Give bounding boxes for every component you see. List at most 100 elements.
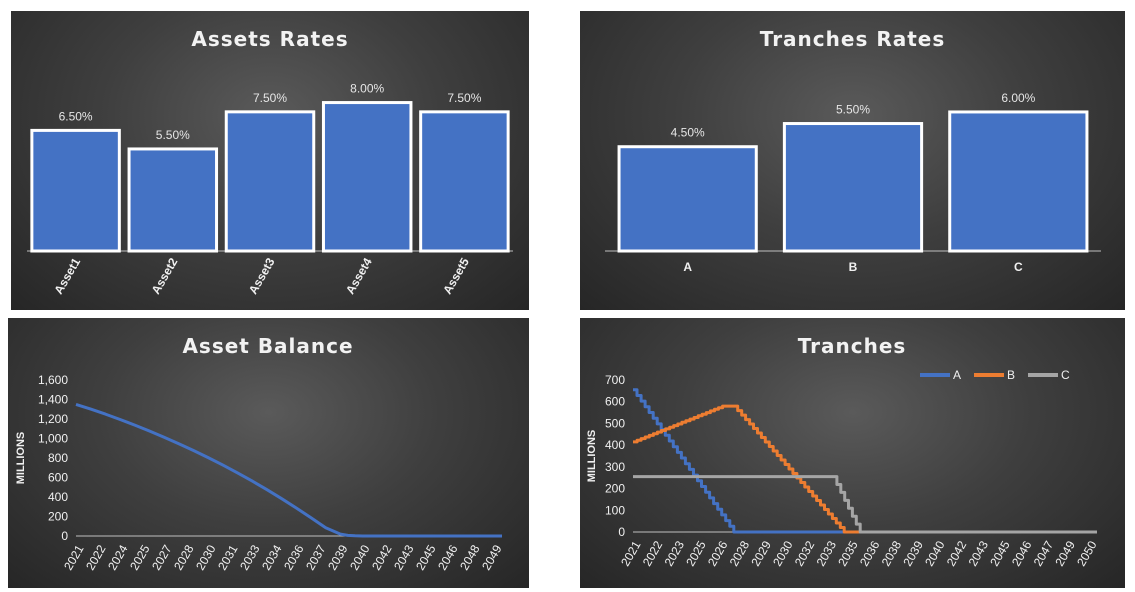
x-tick-label: 2042 [944,538,970,568]
series-line-c [633,475,1097,534]
x-tick-label: 2030 [193,542,219,572]
x-tick-label: 2023 [662,538,688,568]
y-tick-label: 400 [605,438,625,452]
x-tick-label: 2025 [127,542,153,572]
category-label-a: A [683,260,692,274]
y-tick-label: 1,400 [38,393,68,407]
y-tick-label: 100 [605,503,625,517]
bar-asset5 [419,110,510,253]
x-tick-label: 2031 [215,542,241,572]
y-tick-label: 200 [605,482,625,496]
y-tick-label: 1,200 [38,412,68,426]
assets-rates-panel: Assets Rates 6.50% Asset1 5.50% Asset2 7.50% A… [11,11,529,310]
x-tick-label: 2024 [105,542,131,572]
x-tick-label: 2045 [987,538,1013,568]
x-tick-label: 2029 [748,538,774,568]
category-label-b: B [849,260,858,274]
x-tick-label: 2021 [618,538,644,568]
category-label-asset5: Asset5 [440,255,472,296]
y-tick-label: 200 [48,510,68,524]
data-label-b: 5.50% [836,103,870,117]
x-tick-label: 2049 [479,542,505,572]
series-line [75,402,502,538]
x-tick-label: 2039 [325,542,351,572]
series-line-b [633,404,1097,534]
x-tick-label: 2034 [259,542,285,572]
x-tick-label: 2039 [900,538,926,568]
y-axis-title: MILLIONS [586,430,598,483]
x-tick-label: 2042 [369,542,395,572]
chart-title: Tranches Rates [760,27,946,51]
category-label-asset1: Asset1 [51,255,83,296]
y-tick-label: 700 [605,373,625,387]
y-axis-title: MILLIONS [15,432,27,485]
x-tick-label: 2021 [61,542,87,572]
x-tick-label: 2046 [435,542,461,572]
y-tick-label: 800 [48,451,68,465]
data-label-asset4: 8.00% [350,82,384,96]
x-tick-label: 2022 [640,538,666,568]
data-label-asset3: 7.50% [253,91,287,105]
bar-a [617,145,758,253]
y-tick-label: 300 [605,460,625,474]
x-tick-label: 2028 [727,538,753,568]
series-line-a [633,388,1097,534]
data-label-c: 6.00% [1001,91,1035,105]
x-tick-label: 2033 [237,542,263,572]
category-label-asset3: Asset3 [246,255,278,296]
x-tick-label: 2040 [347,542,373,572]
category-label-asset2: Asset2 [149,255,181,296]
tranches-panel: Tranches MILLIONS 0 100 200 300 400 500 600 700 20… [580,318,1125,588]
x-tick-label: 2022 [83,542,109,572]
y-tick-label: 500 [605,416,625,430]
y-tick-label: 600 [48,471,68,485]
bar-c [948,110,1089,253]
asset-balance-panel: Asset Balance MILLIONS 0 200 400 600 800 1,000 1… [8,318,529,588]
x-tick-label: 2032 [792,538,818,568]
y-tick-label: 0 [61,529,68,543]
x-tick-label: 2035 [835,538,861,568]
assets-rates-chart: Assets Rates 6.50% Asset1 5.50% Asset2 7.50% A… [27,27,513,297]
data-label-asset1: 6.50% [59,109,93,123]
legend-label-c: C [1061,368,1070,382]
x-tick-label: 2030 [770,538,796,568]
data-label-asset5: 7.50% [447,91,481,105]
x-tick-label: 2046 [1009,538,1035,568]
x-tick-label: 2043 [966,538,992,568]
data-label-a: 4.50% [671,126,705,140]
asset-balance-chart: Asset Balance MILLIONS 0 200 400 600 800 1,000 1… [15,334,505,573]
bar-asset2 [127,147,219,253]
category-label-asset4: Asset4 [343,255,375,296]
x-tick-label: 2047 [1031,538,1057,568]
y-tick-label: 1,000 [38,432,68,446]
legend-label-b: B [1007,368,1015,382]
tranches-rates-chart: Tranches Rates 4.50% A 5.50% B 6.00% C [605,27,1101,274]
y-tick-label: 1,600 [38,373,68,387]
x-tick-label: 2036 [857,538,883,568]
x-tick-label: 2025 [683,538,709,568]
tranches-chart: Tranches MILLIONS 0 100 200 300 400 500 600 700 20… [586,334,1100,569]
x-tick-label: 2050 [1074,538,1100,568]
x-tick-label: 2045 [413,542,439,572]
legend-label-a: A [953,368,961,382]
bar-asset4 [321,101,413,253]
x-tick-label: 2048 [457,542,483,572]
y-tick-label: 400 [48,490,68,504]
x-tick-label: 2049 [1052,538,1078,568]
x-tick-label: 2036 [281,542,307,572]
chart-title: Asset Balance [182,334,353,358]
y-tick-label: 600 [605,395,625,409]
bar-b [782,122,924,253]
bar-asset1 [30,128,121,253]
x-tick-label: 2026 [705,538,731,568]
category-label-c: C [1014,260,1023,274]
x-tick-label: 2033 [814,538,840,568]
chart-title: Tranches [798,334,907,358]
x-tick-label: 2043 [391,542,417,572]
tranches-rates-panel: Tranches Rates 4.50% A 5.50% B 6.00% C [580,11,1125,310]
x-tick-label: 2027 [149,542,175,572]
x-tick-label: 2038 [879,538,905,568]
data-label-asset2: 5.50% [156,128,190,142]
bar-asset3 [224,110,316,253]
x-tick-label: 2028 [171,542,197,572]
